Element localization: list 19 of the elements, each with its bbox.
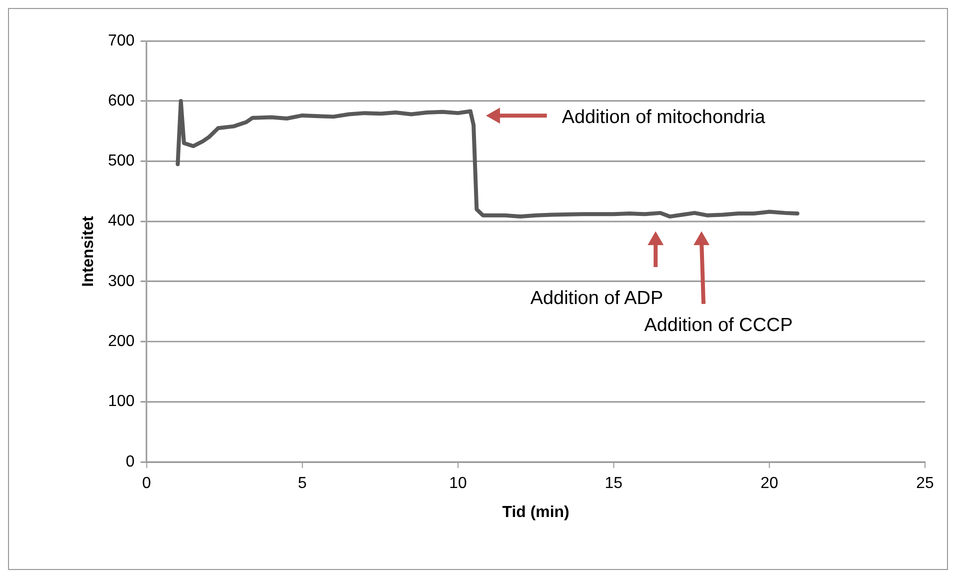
- x-tick-label: 5: [298, 474, 307, 492]
- x-tick-label: 0: [142, 474, 152, 492]
- y-tick-label: 600: [108, 92, 135, 110]
- annotation: Addition of ADP: [530, 288, 664, 310]
- y-tick-label: 400: [108, 212, 135, 230]
- y-tick-label: 0: [126, 453, 135, 470]
- annotation: Addition of CCCP: [644, 315, 793, 336]
- x-tick-label: 25: [916, 474, 934, 492]
- y-tick-label: 700: [108, 32, 135, 50]
- y-tick-label: 200: [108, 333, 135, 350]
- x-tick-label: 10: [449, 474, 467, 492]
- x-axis-title: Tid (min): [502, 504, 570, 521]
- x-tick-label: 20: [760, 474, 778, 492]
- y-tick-label: 100: [108, 393, 135, 410]
- y-tick-label: 500: [108, 152, 135, 170]
- y-axis-title: Intensitet: [80, 215, 97, 287]
- annotation: Addition of mitochondria: [562, 106, 766, 128]
- x-tick-label: 15: [604, 474, 623, 492]
- y-tick-label: 300: [108, 272, 135, 290]
